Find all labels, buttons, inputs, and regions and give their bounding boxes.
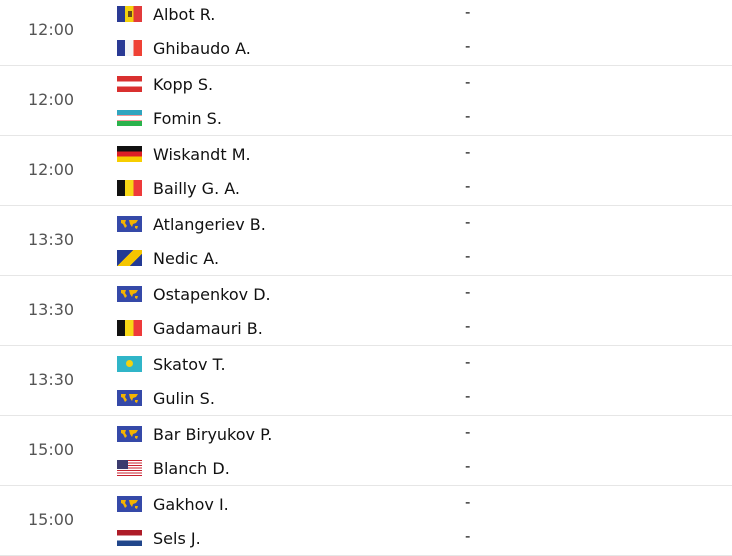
flag-world-icon [117,426,142,442]
match-row[interactable]: 12:00 Wiskandt M. - Bailly G. A. - [0,136,732,206]
flag-nl-icon [117,530,142,546]
flag-world-icon [117,216,142,232]
flag-md-icon [117,6,142,22]
player[interactable]: Gulin S. [117,388,215,408]
player-score: - [465,527,471,545]
match-time: 13:30 [28,370,75,389]
flag-us-icon [117,460,142,476]
flag-world-icon [117,496,142,512]
player[interactable]: Wiskandt M. [117,144,251,164]
player-score: - [465,3,471,21]
player-name: Wiskandt M. [153,144,251,164]
match-time: 12:00 [28,20,75,39]
match-row[interactable]: 12:00 Kopp S. - Fomin S. - [0,66,732,136]
player-name: Ghibaudo A. [153,38,251,58]
player[interactable]: Gakhov I. [117,494,229,514]
match-row[interactable]: 12:00 Albot R. - Ghibaudo A. - [0,0,732,66]
match-row[interactable]: 13:30 Atlangeriev B. - Nedic A. - [0,206,732,276]
player-name: Skatov T. [153,354,226,374]
match-time: 12:00 [28,90,75,109]
flag-world-icon [117,286,142,302]
match-time: 13:30 [28,300,75,319]
player-name: Fomin S. [153,108,222,128]
flag-at-icon [117,76,142,92]
player-score: - [465,143,471,161]
player-name: Sels J. [153,528,201,548]
flag-fr-icon [117,40,142,56]
match-row[interactable]: 15:00 Bar Biryukov P. - Blanch D. - [0,416,732,486]
player[interactable]: Bar Biryukov P. [117,424,272,444]
flag-be-icon [117,180,142,196]
flag-de-icon [117,146,142,162]
player-score: - [465,493,471,511]
player[interactable]: Ghibaudo A. [117,38,251,58]
player-name: Blanch D. [153,458,230,478]
player-score: - [465,457,471,475]
player-score: - [465,387,471,405]
player-name: Bailly G. A. [153,178,240,198]
player[interactable]: Blanch D. [117,458,230,478]
player[interactable]: Bailly G. A. [117,178,240,198]
player-name: Atlangeriev B. [153,214,266,234]
flag-world-icon [117,390,142,406]
player-score: - [465,283,471,301]
player-score: - [465,247,471,265]
player[interactable]: Atlangeriev B. [117,214,266,234]
flag-be-icon [117,320,142,336]
player[interactable]: Gadamauri B. [117,318,263,338]
player[interactable]: Nedic A. [117,248,219,268]
match-time: 15:00 [28,440,75,459]
player-score: - [465,317,471,335]
player-score: - [465,37,471,55]
player[interactable]: Ostapenkov D. [117,284,271,304]
match-time: 12:00 [28,160,75,179]
player-name: Bar Biryukov P. [153,424,273,444]
match-row[interactable]: 15:00 Gakhov I. - Sels J. - [0,486,732,556]
player-name: Gakhov I. [153,494,229,514]
player-score: - [465,213,471,231]
match-time: 15:00 [28,510,75,529]
match-row[interactable]: 13:30 Ostapenkov D. - Gadamauri B. - [0,276,732,346]
player-score: - [465,423,471,441]
player-name: Ostapenkov D. [153,284,271,304]
player[interactable]: Fomin S. [117,108,222,128]
player-score: - [465,177,471,195]
match-row[interactable]: 13:30 Skatov T. - Gulin S. - [0,346,732,416]
match-time: 13:30 [28,230,75,249]
flag-ba-icon [117,250,142,266]
player-score: - [465,107,471,125]
player-score: - [465,353,471,371]
player-score: - [465,73,471,91]
player-name: Kopp S. [153,74,214,94]
player[interactable]: Kopp S. [117,74,213,94]
player-name: Gulin S. [153,388,215,408]
player-name: Nedic A. [153,248,220,268]
flag-uz-icon [117,110,142,126]
flag-kz-icon [117,356,142,372]
player-name: Albot R. [153,4,216,24]
player[interactable]: Skatov T. [117,354,226,374]
player[interactable]: Sels J. [117,528,201,548]
player-name: Gadamauri B. [153,318,263,338]
player[interactable]: Albot R. [117,4,215,24]
